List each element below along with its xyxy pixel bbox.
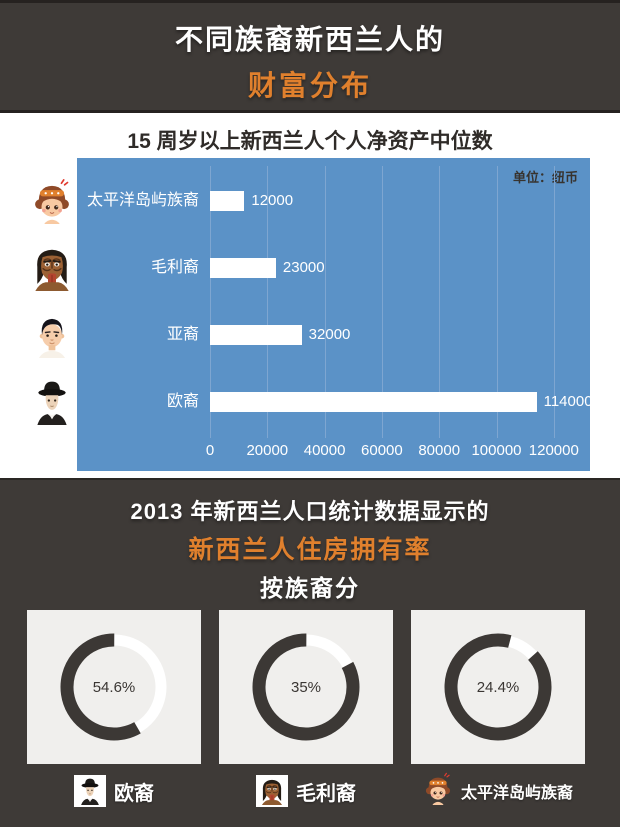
ethnicity-avatar [31,245,73,292]
bar-value-label: 12000 [251,192,294,209]
gridline [210,166,211,438]
donut-legend-row: 欧裔 毛利裔 太平洋岛屿族裔 [27,772,593,810]
legend-label: 毛利裔 [296,782,356,805]
gridline [324,166,326,438]
donut-ring [252,633,360,741]
donut-chart: 54.6% [56,629,172,745]
header-banner: 不同族裔新西兰人的 财富分布 [0,0,620,113]
bar [210,258,276,278]
main-title-line2: 财富分布 [247,70,372,101]
bar [210,325,302,345]
bar-value-label: 23000 [282,259,325,276]
housing-title-line2: 新西兰人住房拥有率 [188,536,432,564]
donut-panel: 35% [219,610,393,764]
ethnicity-avatar-column [31,113,75,478]
bar [210,392,537,412]
bar-category-label: 毛利裔 [150,259,199,276]
maori-avatar [261,779,283,806]
pacific-islander-avatar [35,179,69,225]
donut-chart: 24.4% [440,629,556,745]
legend-item: 欧裔 [27,772,201,810]
bar-chart-title: 15 周岁以上新西兰人个人净资产中位数 [127,130,493,153]
x-axis-tick-label: 80000 [418,442,461,459]
legend-avatar [74,774,106,808]
legend-item: 毛利裔 [219,772,393,810]
housing-title-line1: 2013 年新西兰人口统计数据显示的 [130,499,490,524]
donut-panels-row: 54.6% 35% 24.4% [27,610,593,764]
donut-panel: 54.6% [27,610,201,764]
gridline [439,166,441,438]
bar [210,191,245,211]
asian-avatar [38,318,66,359]
housing-title-line3: 按族裔分 [260,575,360,601]
ethnicity-avatar [31,178,73,225]
x-axis-tick-label: 0 [205,442,215,459]
housing-section: 2013 年新西兰人口统计数据显示的 新西兰人住房拥有率 按族裔分 54.6% … [0,478,620,827]
legend-avatar [423,772,453,810]
maori-avatar [35,249,69,292]
ethnicity-avatar [31,379,73,426]
x-axis-tick-label: 40000 [303,442,346,459]
bar-value-label: 32000 [308,326,351,343]
ethnicity-avatar [31,312,73,359]
donut-percent-label: 35% [290,678,322,696]
gridline [496,166,498,438]
european-avatar [37,381,67,426]
unit-label: 单位：纽币 [512,170,578,185]
bar-category-label: 亚裔 [166,326,199,343]
bar-value-label: 114000 [543,393,593,410]
bar-chart-section: 15 周岁以上新西兰人个人净资产中位数 单位：纽币 0 20000 4000 [0,113,620,478]
pacific-islander-avatar [425,772,451,805]
legend-avatar [256,774,288,808]
main-title-line1: 不同族裔新西兰人的 [174,24,445,55]
bar-category-label: 欧裔 [166,393,199,410]
legend-item: 太平洋岛屿族裔 [411,772,585,810]
donut-ring [444,633,552,741]
donut-percent-label: 54.6% [92,678,136,696]
donut-chart: 35% [248,629,364,745]
legend-label: 欧裔 [114,782,154,805]
legend-label: 太平洋岛屿族裔 [460,785,573,802]
donut-panel: 24.4% [411,610,585,764]
x-axis-tick-label: 120000 [528,442,579,459]
gridline [381,166,383,438]
x-axis-tick-label: 20000 [246,442,289,459]
bar-category-label: 太平洋岛屿族裔 [86,192,199,209]
donut-ring [60,633,168,741]
x-axis-tick-label: 60000 [361,442,403,459]
x-axis-tick-label: 100000 [471,442,522,459]
donut-percent-label: 24.4% [476,678,520,696]
european-avatar [80,778,100,806]
gridline [553,166,555,438]
bar-chart-plot-area: 单位：纽币 0 20000 40000 60000 80000 100000 120000 太… [77,158,593,471]
gridline [267,166,269,438]
